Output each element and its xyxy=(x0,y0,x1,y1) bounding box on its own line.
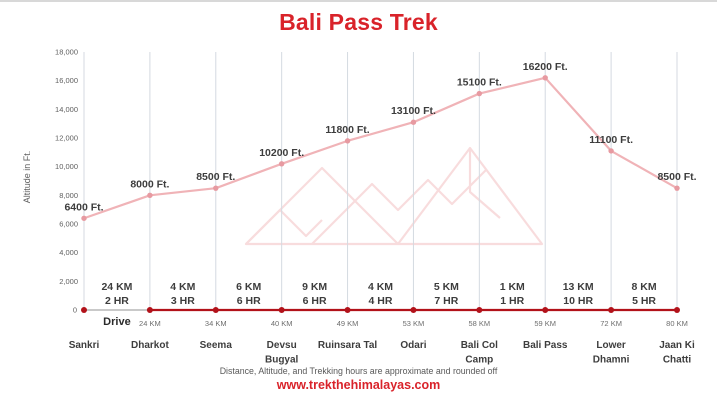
station-km-label: 80 KM xyxy=(666,319,688,328)
segment-duration-label: 6 HR xyxy=(237,295,261,307)
elevation-point xyxy=(476,90,483,97)
y-tick-label: 16,000 xyxy=(55,76,78,85)
altitude-label: 11100 Ft. xyxy=(589,134,633,146)
chart-footnote: Distance, Altitude, and Trekking hours a… xyxy=(219,366,498,376)
elevation-point xyxy=(344,138,351,144)
elevation-point xyxy=(410,119,417,125)
altitude-label: 16200 Ft. xyxy=(523,61,568,73)
y-tick-label: 18,000 xyxy=(55,48,78,57)
website-link[interactable]: www.trekthehimalayas.com xyxy=(276,378,441,392)
station-km-label: 24 KM xyxy=(139,319,161,328)
station-km-label: 72 KM xyxy=(600,319,622,328)
segment-distance-label: 8 KM xyxy=(632,281,657,293)
station-name: Ruinsara Tal xyxy=(318,340,377,351)
y-tick-label: 14,000 xyxy=(55,105,78,114)
y-tick-label: 8,000 xyxy=(59,191,78,200)
station-name: Seema xyxy=(200,340,233,351)
segment-distance-label: 4 KM xyxy=(170,281,195,293)
altitude-label: 8500 Ft. xyxy=(196,171,235,183)
elevation-point xyxy=(147,192,153,199)
elevation-point xyxy=(278,161,285,167)
y-tick-label: 6,000 xyxy=(59,220,78,229)
page-title: Bali Pass Trek xyxy=(279,9,438,35)
elevation-line xyxy=(83,76,678,220)
station-name: Camp xyxy=(465,355,493,366)
y-tick-label: 10,000 xyxy=(55,162,78,171)
y-tick-label: 12,000 xyxy=(55,134,78,143)
altitude-label: 15100 Ft. xyxy=(457,77,502,89)
station-name: Dhamni xyxy=(593,355,630,366)
segment-distance-label: 6 KM xyxy=(236,281,261,293)
station-dot xyxy=(674,307,680,313)
altitude-label: 8500 Ft. xyxy=(657,171,696,183)
elevation-point xyxy=(81,215,87,221)
altitude-label: 11800 Ft. xyxy=(325,124,369,136)
segment-mode-label: Drive xyxy=(103,316,131,328)
station-name: Jaan Ki xyxy=(659,340,695,351)
station-km-label: 34 KM xyxy=(205,319,227,328)
logo-watermark-icon xyxy=(396,146,544,246)
station-name: Dharkot xyxy=(131,340,169,351)
altitude-label: 13100 Ft. xyxy=(391,105,436,117)
station-dot xyxy=(278,307,285,313)
station-name: Bali Pass xyxy=(523,340,568,351)
station-km-label: 59 KM xyxy=(534,319,556,328)
segment-distance-label: 4 KM xyxy=(368,281,393,293)
segment-distance-label: 5 KM xyxy=(434,281,459,293)
elevation-point xyxy=(542,75,548,81)
y-axis-title: Altitude in Ft. xyxy=(22,151,32,204)
station-dot xyxy=(146,307,153,313)
station-dot xyxy=(542,307,549,313)
y-tick-label: 2,000 xyxy=(59,277,78,286)
elevation-point xyxy=(674,185,680,191)
station-name: Odari xyxy=(400,340,426,351)
station-name: Sankri xyxy=(69,340,100,351)
elevation-point xyxy=(213,185,219,191)
logo-watermark-icon xyxy=(245,208,323,245)
altitude-label: 8000 Ft. xyxy=(130,178,169,190)
station-dot xyxy=(81,307,87,313)
segment-distance-label: 1 KM xyxy=(500,281,525,293)
logo-watermark-icon xyxy=(311,169,487,245)
altitude-label: 10200 Ft. xyxy=(259,147,304,159)
station-km-label: 49 KM xyxy=(337,319,359,328)
station-dot xyxy=(608,307,615,313)
segment-duration-label: 6 HR xyxy=(303,295,327,307)
logo-watermark-icon xyxy=(244,166,400,246)
y-axis-origin-label: 0 xyxy=(73,306,77,315)
station-name: Bali Col xyxy=(461,340,498,351)
station-dot xyxy=(476,307,483,313)
segment-duration-label: 1 HR xyxy=(500,295,524,307)
station-km-label: 53 KM xyxy=(403,319,425,328)
station-name: Lower xyxy=(596,340,626,351)
station-name: Devsu xyxy=(267,340,297,351)
station-dot xyxy=(410,307,417,313)
elevation-point xyxy=(608,148,614,154)
segment-duration-label: 10 HR xyxy=(563,295,593,307)
segment-distance-label: 9 KM xyxy=(302,281,327,293)
segment-duration-label: 5 HR xyxy=(632,295,656,307)
station-km-label: 40 KM xyxy=(271,319,293,328)
segment-distance-label: 24 KM xyxy=(101,281,132,293)
station-dot xyxy=(344,307,351,313)
segment-duration-label: 4 HR xyxy=(369,295,393,307)
segment-duration-label: 3 HR xyxy=(171,295,195,307)
station-name: Bugyal xyxy=(265,355,299,366)
altitude-label: 6400 Ft. xyxy=(64,201,103,213)
station-km-label: 58 KM xyxy=(468,319,490,328)
logo-watermark-icon xyxy=(468,148,501,219)
segment-duration-label: 7 HR xyxy=(434,295,458,307)
station-name: Chatti xyxy=(663,355,692,366)
y-tick-label: 4,000 xyxy=(59,248,78,257)
segment-duration-label: 2 HR xyxy=(105,295,129,307)
station-dot xyxy=(212,307,219,313)
segment-distance-label: 13 KM xyxy=(563,281,594,293)
